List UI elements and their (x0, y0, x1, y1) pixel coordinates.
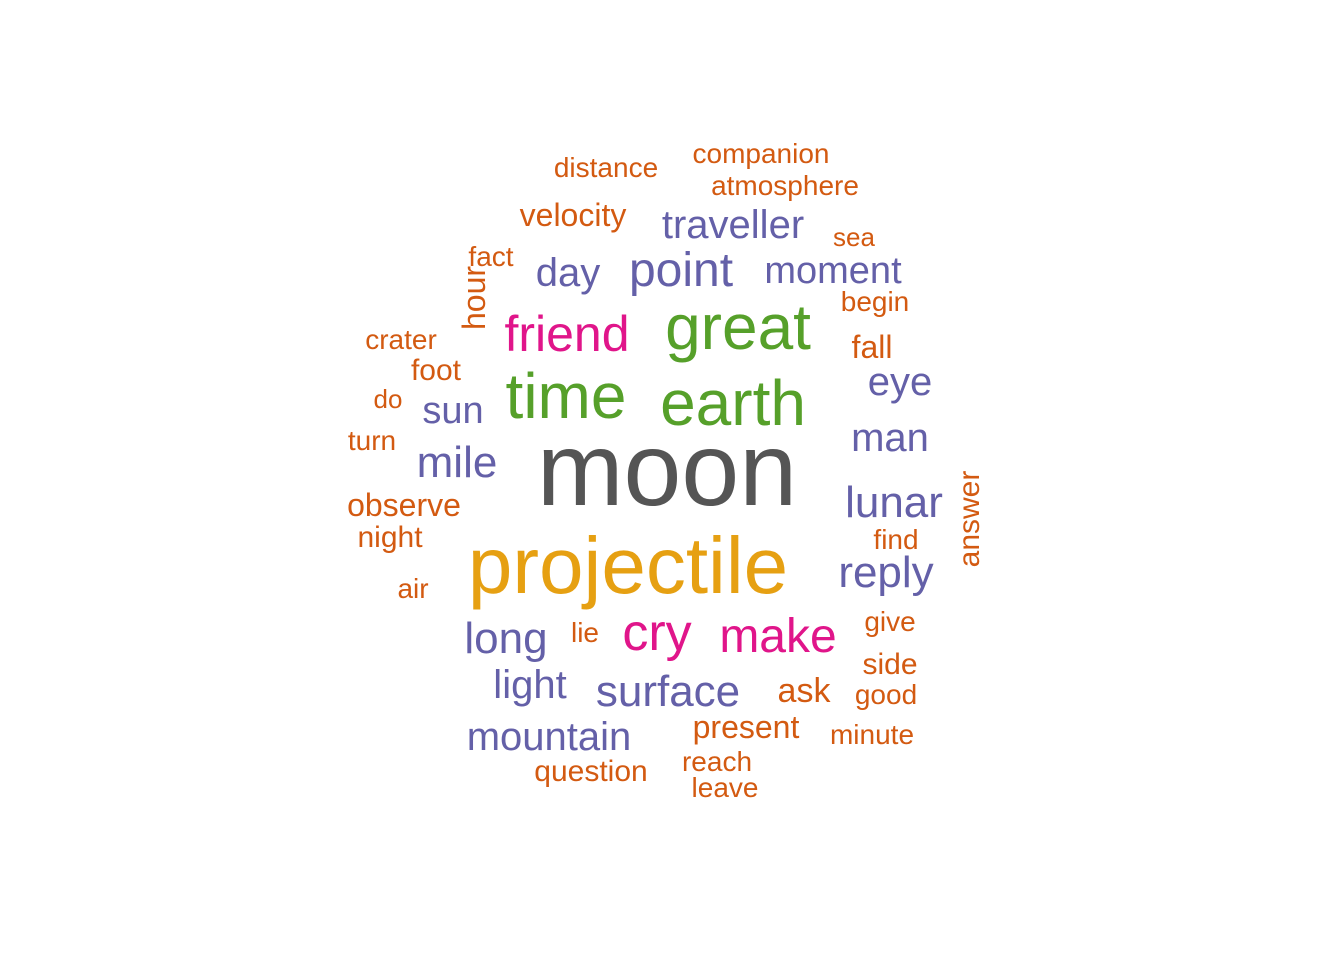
word-leave: leave (691, 772, 759, 803)
word-atmosphere: atmosphere (711, 170, 859, 201)
word-fall: fall (851, 329, 893, 365)
word-give: give (864, 606, 916, 637)
word-time: time (505, 360, 627, 432)
word-begin: begin (840, 286, 910, 317)
word-great: great (665, 291, 811, 363)
word-present: present (692, 709, 800, 745)
word-fact: fact (468, 241, 514, 272)
word-side: side (862, 648, 918, 681)
word-traveller: traveller (661, 203, 805, 247)
word-reach: reach (681, 746, 753, 777)
word-ask: ask (777, 672, 831, 710)
word-projectile: projectile (467, 521, 789, 610)
word-surface: surface (595, 667, 741, 716)
word-sun: sun (422, 390, 484, 432)
word-sea: sea (833, 222, 875, 252)
word-foot: foot (410, 354, 462, 387)
word-light: light (493, 663, 567, 707)
word-lunar: lunar (845, 478, 943, 527)
word-question: question (534, 755, 648, 788)
word-long: long (464, 614, 548, 663)
word-make: make (719, 610, 837, 663)
word-moment: moment (764, 250, 902, 292)
word-turn: turn (347, 425, 397, 456)
word-cry: cry (622, 604, 692, 662)
word-companion: companion (692, 138, 830, 169)
word-distance: distance (553, 152, 659, 183)
word-lie: lie (570, 617, 600, 648)
word-point: point (628, 244, 734, 297)
word-velocity: velocity (519, 197, 627, 233)
word-night: night (357, 521, 423, 554)
word-minute: minute (829, 719, 915, 750)
word-air: air (397, 573, 429, 604)
word-mile: mile (416, 438, 498, 487)
word-do: do (373, 384, 403, 414)
word-crater: crater (365, 324, 437, 355)
word-mountain: mountain (466, 715, 632, 759)
word-eye: eye (867, 360, 933, 404)
word-observe: observe (347, 487, 461, 523)
word-earth: earth (660, 367, 806, 439)
word-moon: moon (536, 412, 798, 528)
word-reply: reply (838, 548, 934, 597)
word-answer: answer (953, 470, 986, 568)
word-good: good (854, 679, 918, 710)
word-friend: friend (504, 306, 630, 362)
word-hour: hour (456, 265, 492, 331)
word-man: man (851, 416, 929, 460)
word-find: find (873, 524, 919, 555)
word-day: day (535, 251, 601, 295)
